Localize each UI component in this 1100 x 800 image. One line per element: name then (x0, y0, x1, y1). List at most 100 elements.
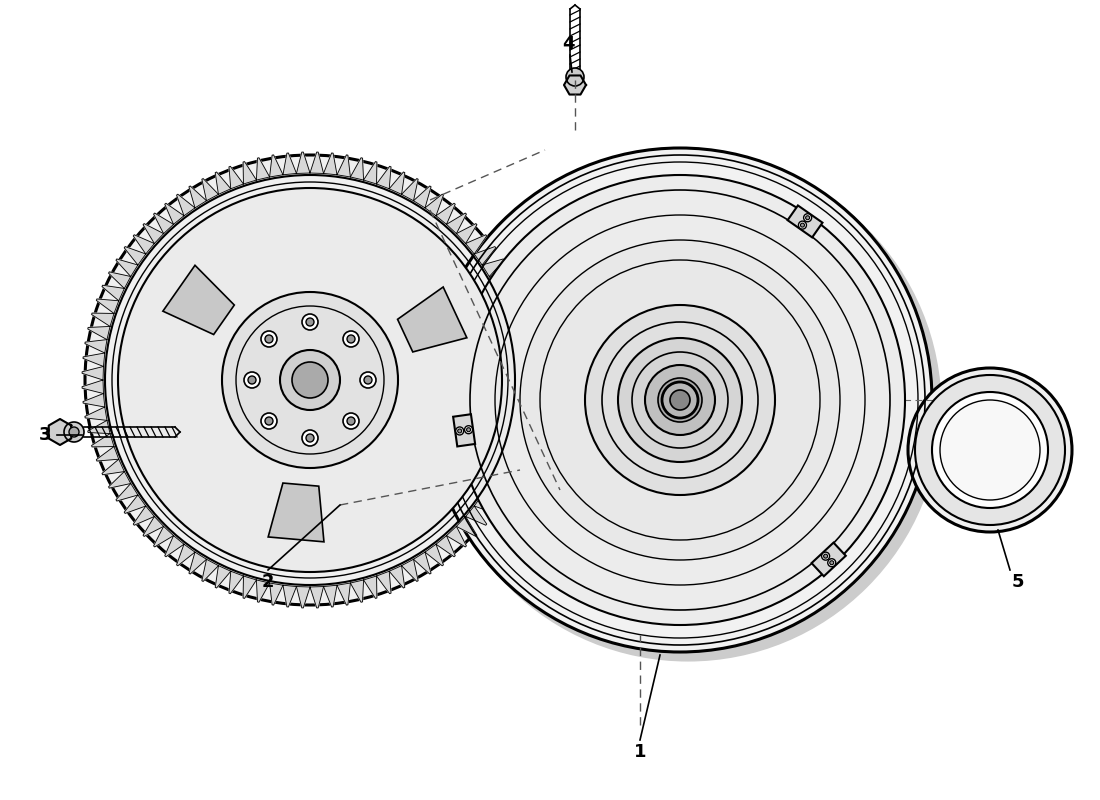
Circle shape (658, 378, 702, 422)
Polygon shape (425, 544, 443, 566)
Circle shape (908, 368, 1072, 532)
Polygon shape (229, 166, 243, 189)
Polygon shape (456, 517, 477, 537)
Polygon shape (310, 152, 323, 174)
Circle shape (466, 428, 471, 432)
Polygon shape (256, 158, 270, 180)
Polygon shape (389, 566, 405, 588)
Text: 2: 2 (262, 573, 274, 591)
Polygon shape (502, 299, 524, 314)
Polygon shape (109, 272, 131, 289)
Polygon shape (97, 446, 119, 461)
Polygon shape (109, 471, 131, 488)
Circle shape (618, 338, 742, 462)
Circle shape (346, 335, 355, 343)
Circle shape (292, 362, 328, 398)
Polygon shape (513, 340, 535, 353)
Polygon shape (243, 162, 256, 184)
Circle shape (364, 376, 372, 384)
Polygon shape (124, 495, 146, 514)
Circle shape (261, 413, 277, 429)
Polygon shape (436, 536, 455, 557)
Circle shape (265, 335, 273, 343)
Polygon shape (502, 446, 524, 461)
Circle shape (222, 292, 398, 468)
Polygon shape (163, 266, 234, 334)
Polygon shape (337, 583, 351, 605)
Circle shape (302, 430, 318, 446)
Polygon shape (310, 586, 323, 608)
Polygon shape (323, 153, 337, 174)
Polygon shape (165, 203, 184, 224)
Circle shape (360, 372, 376, 388)
Circle shape (801, 223, 804, 227)
Polygon shape (506, 434, 528, 447)
Circle shape (85, 155, 535, 605)
Polygon shape (102, 286, 124, 301)
Circle shape (670, 390, 690, 410)
Polygon shape (456, 223, 477, 243)
Polygon shape (48, 419, 72, 445)
Polygon shape (91, 434, 114, 447)
Polygon shape (482, 483, 504, 501)
Polygon shape (268, 483, 323, 542)
Polygon shape (143, 223, 164, 243)
Polygon shape (436, 203, 455, 224)
Polygon shape (389, 172, 405, 194)
Polygon shape (243, 576, 256, 598)
Polygon shape (189, 186, 207, 208)
Polygon shape (88, 326, 110, 340)
Polygon shape (337, 155, 351, 177)
Circle shape (455, 175, 905, 625)
Polygon shape (474, 495, 496, 514)
Polygon shape (812, 542, 846, 576)
Polygon shape (453, 414, 475, 446)
Polygon shape (376, 571, 390, 594)
Circle shape (940, 400, 1040, 500)
Polygon shape (376, 166, 390, 189)
Polygon shape (515, 353, 537, 366)
Polygon shape (402, 559, 418, 582)
Circle shape (302, 314, 318, 330)
Polygon shape (165, 536, 184, 557)
Circle shape (458, 429, 462, 433)
Circle shape (248, 376, 256, 384)
Polygon shape (154, 213, 174, 234)
Polygon shape (82, 380, 103, 394)
Polygon shape (496, 459, 518, 474)
Polygon shape (425, 194, 443, 216)
Polygon shape (283, 586, 297, 607)
Circle shape (585, 305, 776, 495)
Polygon shape (510, 326, 532, 340)
Circle shape (455, 427, 464, 435)
Polygon shape (402, 178, 418, 201)
Polygon shape (465, 234, 486, 254)
Polygon shape (85, 340, 107, 353)
Polygon shape (116, 259, 138, 277)
Circle shape (799, 221, 806, 229)
Circle shape (829, 561, 834, 565)
Circle shape (346, 417, 355, 425)
Polygon shape (97, 299, 119, 314)
Text: 5: 5 (1012, 573, 1024, 591)
Text: e    s: e s (289, 272, 771, 448)
Circle shape (306, 434, 313, 442)
Text: 4: 4 (562, 35, 574, 53)
Polygon shape (82, 366, 103, 380)
Polygon shape (351, 580, 364, 602)
Polygon shape (270, 155, 283, 177)
Text: a passion for porsche  1985: a passion for porsche 1985 (375, 420, 685, 440)
Circle shape (64, 422, 84, 442)
Polygon shape (189, 552, 207, 574)
Polygon shape (397, 287, 466, 352)
Polygon shape (256, 580, 270, 602)
Circle shape (440, 160, 936, 656)
Polygon shape (177, 544, 195, 566)
Polygon shape (474, 246, 496, 265)
Circle shape (244, 372, 260, 388)
Polygon shape (154, 526, 174, 547)
Polygon shape (283, 153, 297, 174)
Polygon shape (143, 517, 164, 537)
Circle shape (118, 188, 502, 572)
Circle shape (804, 214, 812, 222)
